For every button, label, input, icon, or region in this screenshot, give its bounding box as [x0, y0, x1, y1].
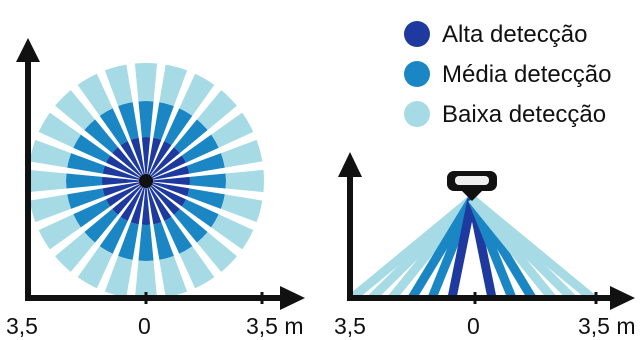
detection-sector: [187, 188, 225, 209]
detection-sector: [146, 181, 172, 222]
detection-sector: [146, 147, 180, 181]
detection-sector: [102, 181, 146, 197]
legend-label-high: Alta detecção: [442, 21, 587, 48]
top-view-y-arrow: [16, 38, 40, 62]
detection-sector: [225, 169, 264, 193]
detection-beam: [469, 195, 595, 302]
detection-sector: [118, 222, 139, 260]
side-view-x-label-right: 3,5 m: [578, 313, 636, 339]
detection-sector: [141, 136, 151, 181]
detection-sector: [105, 155, 146, 181]
detection-sector: [211, 112, 254, 148]
detection-sector: [38, 214, 81, 250]
detection-sector: [146, 165, 190, 181]
detection-sector: [73, 134, 111, 163]
side-view-y-arrow: [338, 152, 362, 177]
detection-sector: [196, 231, 237, 272]
detection-sector: [29, 139, 72, 168]
detection-sector: [99, 216, 128, 254]
detection-sector: [29, 194, 72, 223]
detection-sector: [130, 137, 146, 181]
detection-sector: [55, 90, 96, 131]
detection-sector: [220, 194, 263, 223]
detection-sector: [146, 181, 180, 215]
legend-label-low: Baixa detecção: [442, 101, 606, 128]
detection-sector: [164, 108, 193, 146]
detection-sector: [146, 181, 162, 225]
sensor-icon: [447, 171, 497, 201]
detection-sector: [105, 181, 146, 207]
top-view-x-label-left: 3,5: [6, 313, 38, 339]
top-view-pattern: [27, 63, 264, 299]
detection-sector: [27, 169, 67, 193]
detection-sector: [38, 112, 81, 148]
detection-sector: [146, 155, 187, 181]
detection-sector: [181, 199, 219, 228]
detection-sector: [120, 181, 146, 222]
detection-sector: [174, 209, 208, 243]
detection-sector: [187, 153, 225, 174]
detection-sector: [141, 181, 151, 226]
detection-sector: [146, 137, 162, 181]
detection-sector: [220, 139, 263, 168]
detection-sector: [77, 73, 113, 116]
legend-swatch-high: [404, 21, 430, 47]
detection-sector: [146, 176, 190, 186]
top-view-x-label-center: 0: [138, 313, 151, 339]
detection-sector: [134, 63, 158, 102]
detection-sector: [196, 90, 237, 131]
detection-sector: [138, 224, 154, 261]
detection-sector: [99, 108, 128, 146]
detection-sector: [181, 134, 219, 163]
detection-sector: [112, 147, 146, 181]
detection-sector: [211, 214, 254, 250]
detection-sector: [134, 260, 158, 299]
detection-sector: [120, 140, 146, 181]
sensor-center-dot: [139, 174, 153, 188]
detection-sector: [84, 119, 118, 153]
detection-beam: [447, 198, 477, 299]
side-view-x-label-left: 3,5: [334, 313, 366, 339]
legend-label-medium: Média detecção: [442, 61, 611, 88]
detection-sector: [130, 181, 146, 225]
detection-sector: [174, 119, 208, 153]
side-view-x-arrow: [610, 286, 635, 310]
detection-sector: [146, 181, 190, 197]
detection-sector: [55, 231, 96, 272]
top-view-x-label-right: 3,5 m: [246, 313, 304, 339]
side-view-x-label-center: 0: [467, 313, 480, 339]
detection-sector: [159, 255, 188, 298]
detection-sector: [153, 102, 174, 140]
detection-sector: [138, 101, 154, 138]
detection-sector: [112, 181, 146, 215]
top-view-x-arrow: [280, 286, 305, 310]
detection-sector: [104, 255, 133, 298]
detection-sector: [77, 246, 113, 289]
detection-sector: [164, 216, 193, 254]
detection-sector: [102, 165, 146, 181]
detection-sector: [179, 246, 215, 289]
detection-sector: [66, 173, 103, 189]
detection-sector: [104, 64, 133, 107]
detection-sector: [84, 209, 118, 243]
legend: Alta detecção Média detecção Baixa detec…: [404, 21, 611, 128]
detection-sector: [179, 73, 215, 116]
detection-sector: [118, 102, 139, 140]
side-view-pattern: [349, 195, 595, 302]
legend-swatch-medium: [404, 61, 430, 87]
detection-sector: [102, 176, 146, 186]
detection-sector: [146, 140, 172, 181]
detection-sector: [146, 181, 187, 207]
detection-sector: [159, 64, 188, 107]
detection-sector: [67, 188, 105, 209]
legend-swatch-low: [404, 101, 430, 127]
detection-sector: [67, 153, 105, 174]
detection-sector: [189, 173, 226, 189]
detection-sector: [153, 222, 174, 260]
detection-sector: [73, 199, 111, 228]
